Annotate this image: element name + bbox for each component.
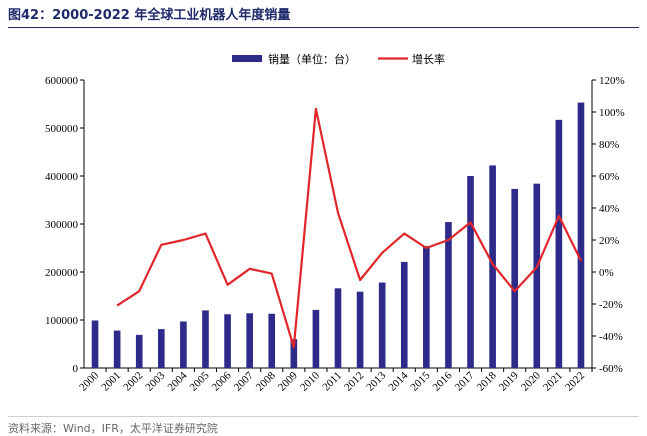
bar-2004 (180, 321, 187, 368)
left-tick-label: 400000 (45, 171, 79, 183)
bar-2009 (290, 339, 298, 368)
right-tick-label: 60% (599, 171, 619, 183)
bar-2019 (511, 188, 519, 368)
bar-2010 (312, 309, 320, 368)
bar-2015 (423, 246, 430, 368)
x-tick-label: 2008 (254, 369, 278, 393)
bar-2006 (224, 314, 231, 368)
x-tick-label: 2006 (210, 369, 234, 393)
x-tick-label: 2010 (298, 369, 322, 393)
right-tick-label: 0% (599, 267, 614, 279)
right-tick-label: 40% (599, 203, 619, 215)
right-tick-label: -20% (599, 299, 623, 311)
legend-label-line: 增长率 (412, 52, 445, 66)
x-tick-label: 2018 (475, 369, 499, 393)
bar-2003 (157, 329, 165, 368)
x-tick-label: 2001 (99, 370, 123, 394)
growth-rate-line (116, 107, 582, 349)
bar-2001 (113, 330, 121, 368)
left-tick-label: 200000 (45, 267, 79, 279)
bar-2008 (268, 313, 276, 368)
legend: 销量（单位：台） 增长率 (232, 52, 445, 66)
left-tick-label: 100000 (45, 315, 79, 327)
x-tick-label: 2003 (143, 369, 167, 393)
left-tick-label: 0 (73, 363, 79, 375)
x-tick-label: 2015 (408, 369, 432, 393)
left-tick-label: 600000 (45, 75, 79, 87)
x-tick-label: 2005 (188, 369, 212, 393)
x-tick-label: 2011 (320, 370, 344, 394)
x-tick-label: 2013 (364, 369, 388, 393)
x-tick-label: 2019 (497, 369, 521, 393)
bar-2022 (577, 102, 585, 368)
x-tick-label: 2020 (519, 369, 543, 393)
bar-2018 (489, 165, 496, 368)
right-tick-label: -60% (599, 363, 623, 375)
line-series (116, 107, 582, 349)
right-tick-label: 80% (599, 139, 619, 151)
legend-label-bar: 销量（单位：台） (268, 52, 356, 66)
bar-2020 (533, 183, 541, 368)
x-tick-label: 2014 (386, 369, 410, 393)
x-tick-label: 2012 (342, 370, 366, 394)
right-tick-label: 20% (599, 235, 619, 247)
chart: 销量（单位：台） 增长率 0 100000 200000 300000 400000 50… (45, 52, 625, 394)
bar-2016 (445, 222, 452, 368)
right-tick-label: 120% (599, 75, 625, 87)
x-tick-label: 2009 (276, 369, 300, 393)
bar-2005 (202, 310, 209, 368)
left-tick-label: 300000 (45, 219, 79, 231)
x-tick-label: 2007 (232, 369, 256, 393)
x-tick-label: 2017 (453, 369, 477, 393)
right-tick-label: 100% (599, 107, 625, 119)
bar-2021 (555, 119, 563, 368)
x-tick-label: 2016 (431, 369, 455, 393)
bar-2011 (334, 288, 342, 368)
bar-2002 (135, 334, 143, 368)
bar-2013 (378, 282, 386, 368)
bar-2017 (467, 176, 474, 368)
bar-series (91, 102, 585, 368)
title-divider (8, 27, 639, 28)
figure-title: 图42：2000-2022 年全球工业机器人年度销量 (8, 8, 291, 23)
bar-2007 (246, 313, 253, 368)
bar-2000 (91, 320, 99, 368)
x-tick-label: 2021 (541, 370, 565, 394)
source-note: 资料来源：Wind，IFR，太平洋证券研究院 (8, 422, 218, 435)
right-tick-label: -40% (599, 331, 623, 343)
x-tick-label: 2022 (563, 370, 587, 394)
x-tick-label: 2000 (77, 369, 101, 393)
x-tick-label: 2002 (121, 370, 145, 394)
bar-2012 (356, 291, 364, 368)
source-divider (8, 416, 639, 417)
left-tick-label: 500000 (45, 123, 79, 135)
x-tick-label: 2004 (165, 369, 189, 393)
bar-2014 (400, 261, 408, 368)
legend-swatch-bar (232, 55, 262, 62)
